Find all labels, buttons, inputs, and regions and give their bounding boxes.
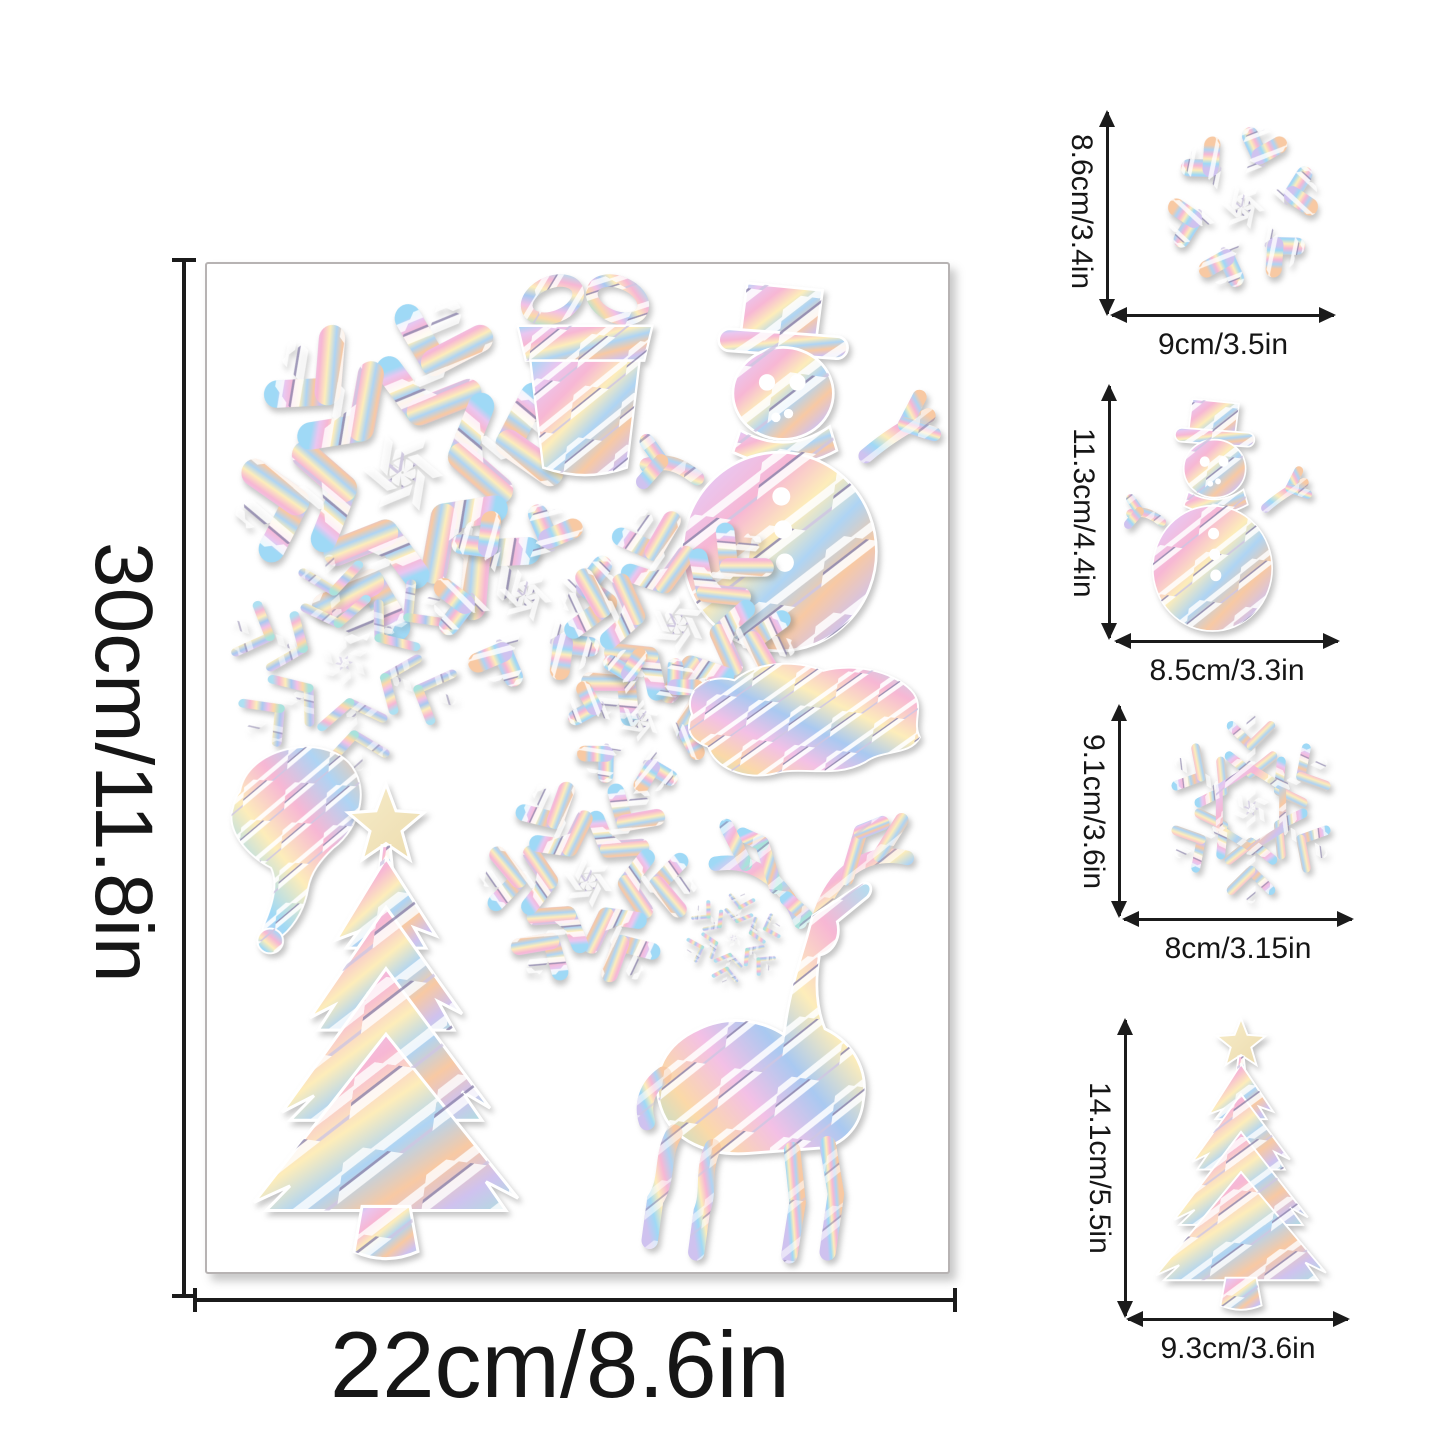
item3-height-arrow (1111, 704, 1127, 918)
christmas-tree-size-icon (1138, 1016, 1344, 1318)
item3-width-label: 8cm/3.15in (1164, 932, 1312, 965)
sheet-height-line (172, 258, 196, 1298)
item4-width-arrow (1126, 1311, 1350, 1327)
item2-height-arrow (1101, 384, 1117, 640)
sheet-height-label: 30cm/11.8in (78, 542, 169, 983)
item4-height-label: 14.1cm/5.5in (1083, 1082, 1116, 1254)
item1-height-label: 8.6cm/3.4in (1065, 134, 1098, 290)
item2-width-arrow (1114, 633, 1340, 649)
snowman-size-icon (1124, 392, 1312, 638)
sheet-width-label: 22cm/8.6in (330, 1312, 790, 1417)
stocking-icon (672, 648, 934, 800)
item4-width-label: 9.3cm/3.6in (1160, 1332, 1316, 1365)
item4-height-arrow (1117, 1018, 1133, 1318)
item1-width-arrow (1110, 307, 1336, 323)
item1-height-arrow (1099, 110, 1115, 316)
snowflake-size-icon (1121, 80, 1365, 335)
snowflake-size-icon (1152, 700, 1350, 916)
item2-width-label: 8.5cm/3.3in (1149, 654, 1305, 687)
item1-width-label: 9cm/3.5in (1157, 328, 1289, 361)
sheet-width-line (193, 1288, 957, 1312)
reindeer-icon (584, 800, 940, 1278)
item3-height-label: 9.1cm/3.6in (1077, 734, 1110, 890)
item2-height-label: 11.3cm/4.4in (1067, 428, 1100, 598)
item3-width-arrow (1122, 911, 1354, 927)
